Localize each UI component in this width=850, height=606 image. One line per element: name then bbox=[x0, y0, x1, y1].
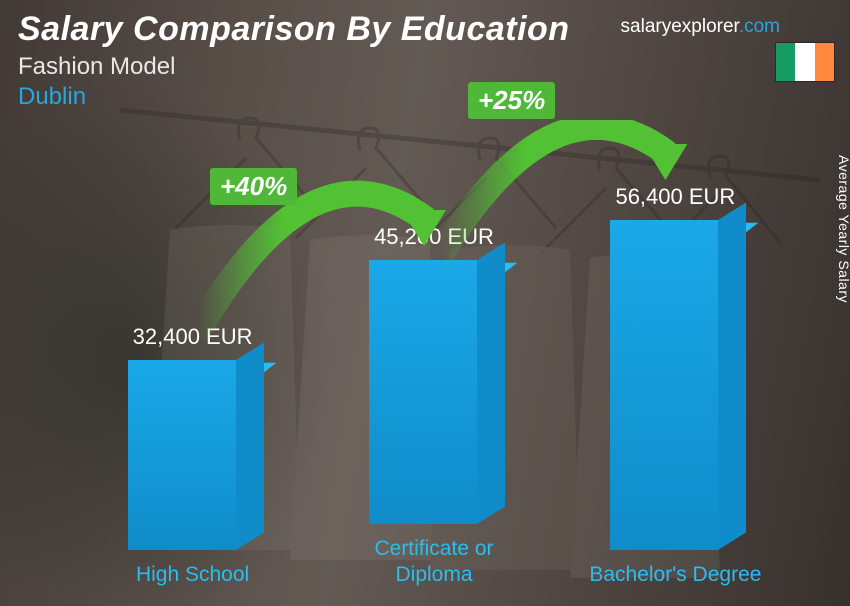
flag-stripe-2 bbox=[795, 43, 814, 81]
bar-value-label: 45,200 EUR bbox=[344, 224, 524, 250]
bar-side-face bbox=[718, 202, 746, 549]
percentage-badge: +40% bbox=[210, 168, 297, 205]
salary-chart: 32,400 EUR High School 45,200 EUR Certifica… bbox=[60, 120, 770, 588]
ireland-flag-icon bbox=[775, 42, 835, 82]
bar-category-label: Bachelor's Degree bbox=[585, 562, 765, 588]
bar-category-label: Certificate or Diploma bbox=[344, 536, 524, 589]
bar-value-label: 32,400 EUR bbox=[103, 324, 283, 350]
page-subtitle: Fashion Model bbox=[18, 53, 832, 81]
bar-3d bbox=[128, 360, 258, 550]
y-axis-label: Average Yearly Salary bbox=[836, 155, 850, 303]
flag-stripe-1 bbox=[776, 43, 795, 81]
bar-category-label: High School bbox=[103, 562, 283, 588]
percentage-badge: +25% bbox=[468, 82, 555, 119]
bar-3d bbox=[610, 220, 740, 550]
brand-label: salaryexplorer.com bbox=[621, 16, 780, 38]
bar-front-face bbox=[128, 360, 236, 550]
brand-name: salaryexplorer bbox=[621, 16, 739, 37]
bar-wrap: 32,400 EUR High School bbox=[103, 324, 283, 588]
bar-side-face bbox=[477, 242, 505, 523]
bar-front-face bbox=[369, 260, 477, 524]
page-location: Dublin bbox=[18, 83, 832, 111]
bar-3d bbox=[369, 260, 499, 524]
bar-front-face bbox=[610, 220, 718, 550]
flag-stripe-3 bbox=[815, 43, 834, 81]
bar-wrap: 45,200 EUR Certificate or Diploma bbox=[344, 224, 524, 589]
bar-wrap: 56,400 EURBachelor's Degree bbox=[585, 184, 765, 588]
brand-suffix: .com bbox=[739, 16, 780, 37]
bar-side-face bbox=[236, 342, 264, 549]
